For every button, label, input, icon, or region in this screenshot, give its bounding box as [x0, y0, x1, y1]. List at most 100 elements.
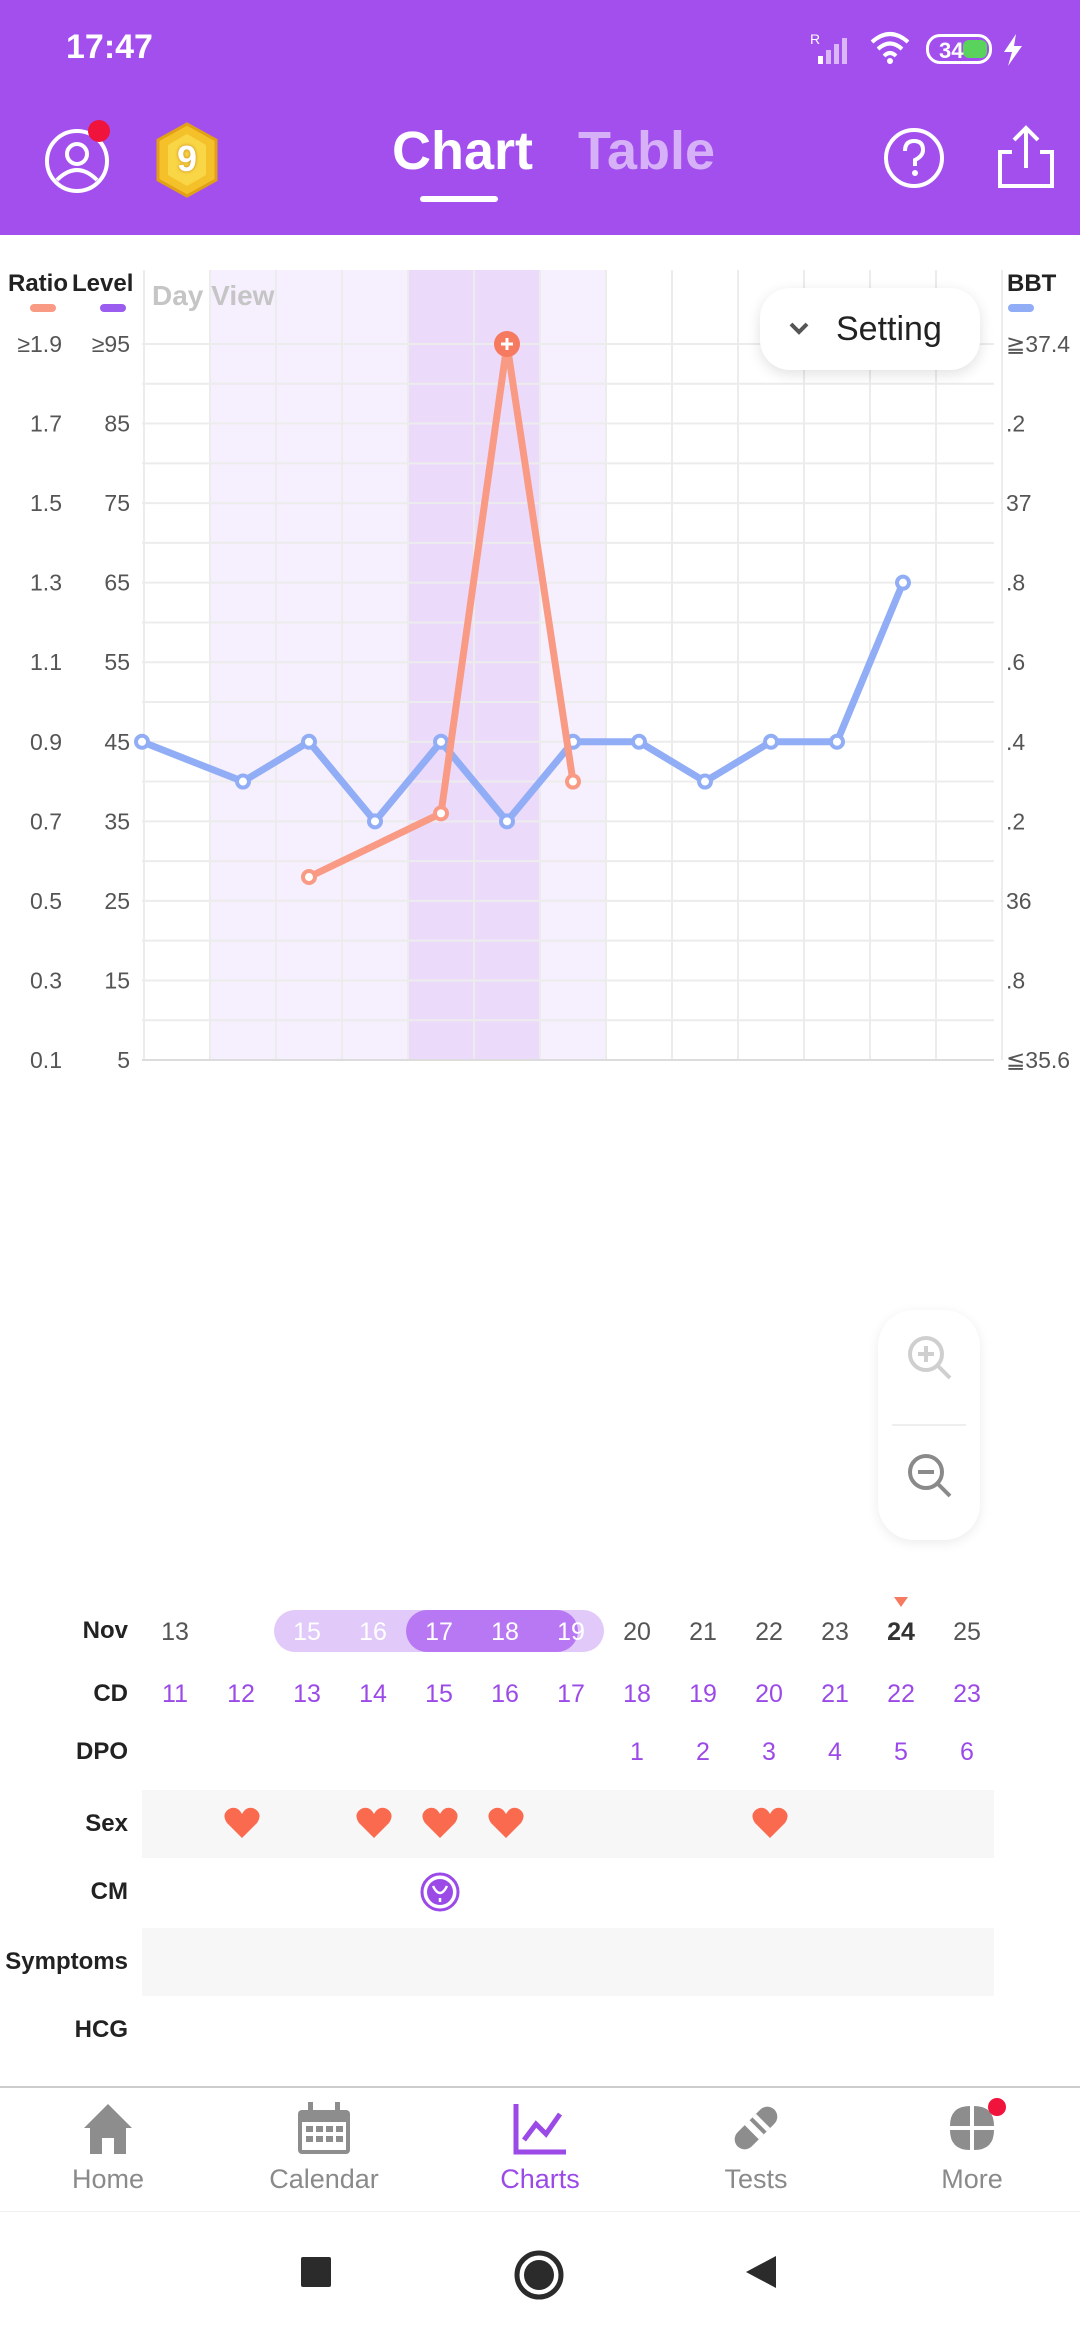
heart-icon[interactable] [487, 1806, 525, 1840]
date-cell[interactable]: 22 [755, 1618, 783, 1646]
tab-chart[interactable]: Chart [392, 121, 534, 181]
level-badge[interactable]: 9 [152, 120, 222, 200]
row-label-month: Nov [82, 1617, 128, 1644]
ratio-tick: 1.1 [30, 649, 62, 675]
date-cell[interactable]: 19 [557, 1618, 585, 1646]
badge-icon [156, 122, 218, 198]
cd-cell: 13 [293, 1680, 321, 1708]
dpo-cell: 4 [828, 1738, 842, 1766]
nav-more[interactable]: More [864, 2088, 1080, 2213]
profile-icon [45, 129, 109, 193]
ratio-tick: 0.9 [30, 729, 62, 755]
android-nav-bar [0, 2211, 1080, 2340]
setting-button[interactable]: Setting [760, 288, 980, 370]
nav-tests[interactable]: Tests [648, 2088, 864, 2213]
date-cell[interactable]: 14 [227, 1618, 255, 1646]
recents-button[interactable] [298, 2254, 334, 2290]
battery-icon: 34 [926, 34, 992, 64]
charts-icon [513, 2104, 566, 2155]
level-tick: 35 [104, 808, 130, 834]
level-tick: ≥95 [92, 331, 130, 357]
share-icon[interactable] [994, 124, 1058, 190]
bbt-point [367, 813, 383, 830]
bbt-point [499, 813, 515, 830]
app-header: 9 Chart Table [0, 100, 1080, 235]
more-notification-dot [988, 2098, 1006, 2116]
back-button[interactable] [740, 2252, 780, 2292]
fertile-band [540, 270, 606, 1060]
dpo-cell: 2 [696, 1738, 710, 1766]
date-cell[interactable]: 21 [689, 1618, 717, 1646]
row-label-symptoms: Symptoms [5, 1948, 128, 1975]
legend-ratio-label: Ratio [8, 270, 68, 297]
level-point [565, 773, 581, 790]
nav-more-label: More [941, 2164, 1003, 2194]
peak-window-pill [406, 1610, 578, 1652]
tab-table[interactable]: Table [578, 121, 716, 181]
date-cell[interactable]: 20 [623, 1618, 651, 1646]
ratio-tick: 1.3 [30, 570, 62, 596]
bbt-tick: .6 [1006, 649, 1025, 675]
nav-calendar[interactable]: Calendar [216, 2088, 432, 2213]
home-button[interactable] [512, 2248, 566, 2302]
nav-charts-label: Charts [500, 2164, 580, 2194]
bbt-tick: 36 [1006, 888, 1032, 914]
fertile-band [474, 270, 540, 1060]
nav-tests-label: Tests [724, 2164, 788, 2194]
sex-row-bg [142, 1790, 994, 1858]
cd-cell: 21 [821, 1680, 849, 1708]
nav-charts[interactable]: Charts [432, 2088, 648, 2213]
zoom-in-icon[interactable] [904, 1332, 956, 1384]
date-cell[interactable]: 23 [821, 1618, 849, 1646]
ratio-tick: 0.1 [30, 1047, 62, 1073]
ratio-tick: 1.5 [30, 490, 62, 516]
active-tab-indicator [420, 196, 498, 202]
heart-icon[interactable] [421, 1806, 459, 1840]
signal-icon: R [810, 31, 847, 64]
row-label-cd: CD [93, 1680, 128, 1707]
ratio-tick: ≥1.9 [17, 331, 62, 357]
bbt-point [433, 733, 449, 750]
bbt-point [697, 773, 713, 790]
profile-button[interactable] [42, 120, 112, 196]
cd-cell: 16 [491, 1680, 519, 1708]
date-cell[interactable]: 16 [359, 1618, 387, 1646]
level-tick: 55 [104, 649, 130, 675]
help-icon[interactable] [882, 126, 946, 190]
heart-icon[interactable] [223, 1806, 261, 1840]
heart-icon[interactable] [751, 1806, 789, 1840]
date-cell[interactable]: 24 [887, 1618, 915, 1646]
date-cell[interactable]: 13 [161, 1618, 189, 1646]
battery-level: 34 [939, 38, 964, 63]
row-label-cm: CM [90, 1878, 128, 1905]
badge-level: 9 [176, 138, 198, 179]
svg-text:R: R [810, 31, 820, 47]
bbt-tick: .2 [1006, 808, 1025, 834]
symptoms-row-bg [142, 1928, 994, 1996]
row-label-dpo: DPO [75, 1738, 128, 1765]
nav-home[interactable]: Home [0, 2088, 216, 2213]
zoom-out-icon[interactable] [904, 1450, 956, 1502]
cervical-mucus-icon[interactable] [420, 1872, 460, 1912]
more-icon [950, 2106, 994, 2150]
date-cell[interactable]: 25 [953, 1618, 981, 1646]
heart-icon[interactable] [355, 1806, 393, 1840]
date-cell[interactable]: 18 [491, 1618, 519, 1646]
status-time: 17:47 [66, 28, 153, 66]
bbt-chart[interactable]: ≥1.9 1.7 1.5 1.3 1.1 0.9 0.7 0.5 0.3 0.1 ≥95 85 75 65… [0, 270, 1080, 1610]
bbt-point [763, 733, 779, 750]
chart-area: Ratio Level BBT ≥1.9 1.7 1.5 1.3 1.1 0.9 0.7 0.… [0, 270, 1080, 1610]
date-cell[interactable]: 15 [293, 1618, 321, 1646]
cd-cell: 19 [689, 1680, 717, 1708]
dpo-cell: 6 [960, 1738, 974, 1766]
date-cell[interactable]: 17 [425, 1618, 453, 1646]
tests-icon [734, 2106, 778, 2150]
bbt-tick: .4 [1006, 729, 1025, 755]
charging-icon [1004, 34, 1022, 66]
bbt-tick: .8 [1006, 967, 1025, 993]
row-label-sex: Sex [85, 1810, 128, 1837]
zoom-divider [892, 1424, 966, 1426]
level-tick: 25 [104, 888, 130, 914]
bbt-tick: .8 [1006, 570, 1025, 596]
level-tick: 65 [104, 570, 130, 596]
